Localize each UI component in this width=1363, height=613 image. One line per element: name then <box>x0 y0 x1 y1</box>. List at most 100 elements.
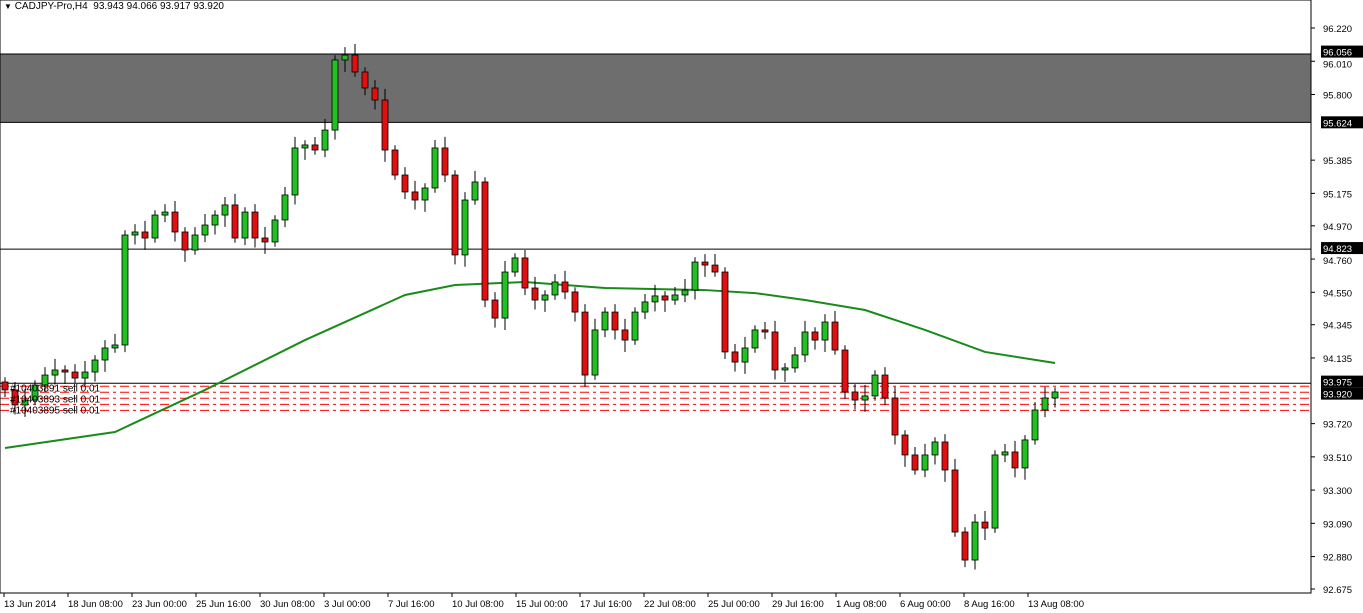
candle-body <box>891 397 899 436</box>
candle-body <box>281 194 289 221</box>
candle-body <box>421 187 429 201</box>
candle-body <box>141 231 149 239</box>
candle-body <box>61 369 69 373</box>
candle-body <box>651 295 659 303</box>
candle-body <box>11 389 19 406</box>
y-tick-label: 93.510 <box>1323 453 1352 464</box>
candle-body <box>1031 409 1039 441</box>
candle-body <box>101 347 109 361</box>
y-tick-label: 95.175 <box>1323 189 1352 200</box>
price-label: 93.920 <box>1323 390 1352 401</box>
candle-body <box>531 287 539 301</box>
candle-body <box>111 344 119 349</box>
candle-body <box>441 147 449 176</box>
x-tick-label: 7 Jul 16:00 <box>388 599 434 610</box>
x-tick-label: 25 Jun 16:00 <box>196 599 251 610</box>
y-tick-label: 94.345 <box>1323 321 1352 332</box>
candle-body <box>831 321 839 351</box>
triangle-down-icon[interactable]: ▼ <box>4 2 12 11</box>
candle-body <box>761 329 769 333</box>
candle-body <box>801 331 809 356</box>
y-tick-label: 96.220 <box>1323 24 1352 35</box>
y-tick-label: 95.800 <box>1323 90 1352 101</box>
x-tick-label: 22 Jul 08:00 <box>644 599 696 610</box>
candle-body <box>91 359 99 373</box>
candle-body <box>21 399 29 406</box>
candle-body <box>461 199 469 256</box>
y-tick-label: 95.385 <box>1323 156 1352 167</box>
candle-body <box>701 261 709 266</box>
candle-body <box>811 331 819 341</box>
candle-body <box>921 454 929 471</box>
candle-body <box>391 149 399 176</box>
x-tick-label: 30 Jun 08:00 <box>260 599 315 610</box>
candle-body <box>961 531 969 561</box>
candle-body <box>151 214 159 239</box>
order-label: #10403895 sell 0.01 <box>10 405 101 416</box>
candle-body <box>501 271 509 319</box>
candle-body <box>361 71 369 89</box>
candle-body <box>711 264 719 273</box>
candle-body <box>211 214 219 226</box>
candle-body <box>121 234 129 346</box>
candle-body <box>161 211 169 216</box>
price-label-box <box>1321 375 1363 388</box>
y-tick-label: 92.675 <box>1323 585 1352 596</box>
candle-body <box>911 454 919 471</box>
candle-body <box>1001 451 1009 456</box>
candle-body <box>751 329 759 349</box>
x-tick-label: 10 Jul 08:00 <box>452 599 504 610</box>
candle-body <box>1021 439 1029 469</box>
candle-body <box>721 271 729 353</box>
candle-body <box>601 311 609 331</box>
y-tick-label: 92.880 <box>1323 553 1352 564</box>
y-tick-label: 94.760 <box>1323 256 1352 267</box>
candle-body <box>541 294 549 301</box>
candle-body <box>791 354 799 369</box>
candle-body <box>951 469 959 533</box>
candle-body <box>171 211 179 233</box>
candle-body <box>451 174 459 256</box>
x-tick-label: 29 Jul 16:00 <box>772 599 824 610</box>
y-tick-label: 93.300 <box>1323 486 1352 497</box>
candle-body <box>301 144 309 149</box>
chart-title: ▼ CADJPY-Pro,H4 93.943 94.066 93.917 93.… <box>4 1 224 12</box>
price-label: 96.056 <box>1323 48 1352 59</box>
candle-body <box>741 347 749 363</box>
price-label: 95.624 <box>1323 118 1352 129</box>
candle-body <box>181 231 189 251</box>
candle-body <box>1051 391 1059 399</box>
candle-body <box>731 351 739 363</box>
candle-body <box>41 374 49 386</box>
x-tick-label: 18 Jun 08:00 <box>68 599 123 610</box>
candle-body <box>841 349 849 393</box>
candle-body <box>581 311 589 376</box>
candle-body <box>881 374 889 399</box>
x-tick-label: 17 Jul 16:00 <box>580 599 632 610</box>
candle-body <box>1041 397 1049 411</box>
x-tick-label: 23 Jun 00:00 <box>132 599 187 610</box>
candle-body <box>81 371 89 379</box>
candle-body <box>521 257 529 289</box>
ohlc-readout: 93.943 94.066 93.917 93.920 <box>93 1 224 12</box>
candle-body <box>611 311 619 331</box>
candle-body <box>871 374 879 397</box>
candle-body <box>241 211 249 239</box>
price-label-box <box>1321 116 1363 129</box>
candle-body <box>321 129 329 151</box>
candle-body <box>631 311 639 341</box>
candle-body <box>341 54 349 61</box>
y-tick-label: 93.090 <box>1323 519 1352 530</box>
x-tick-label: 8 Aug 16:00 <box>964 599 1015 610</box>
candle-body <box>271 219 279 243</box>
y-tick-label: 94.970 <box>1323 222 1352 233</box>
candle-body <box>411 191 419 201</box>
candle-body <box>821 321 829 341</box>
candle-body <box>561 281 569 293</box>
candle-body <box>511 257 519 273</box>
candle-body <box>591 329 599 376</box>
candle-body <box>781 367 789 371</box>
candle-body <box>941 441 949 471</box>
candle-body <box>481 181 489 301</box>
